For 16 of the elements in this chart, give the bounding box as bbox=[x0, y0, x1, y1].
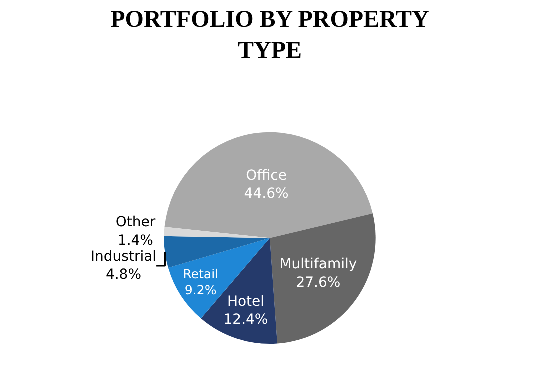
data-label: 1.4% bbox=[118, 232, 154, 249]
data-label: 12.4% bbox=[224, 312, 268, 328]
pie-slice bbox=[270, 214, 376, 344]
data-label: 44.6% bbox=[244, 186, 289, 202]
slice-label: Office bbox=[246, 168, 287, 184]
slice-label: Retail bbox=[183, 266, 219, 282]
data-label: 27.6% bbox=[296, 274, 341, 291]
slice-label: Other bbox=[116, 214, 156, 231]
pie-slice bbox=[164, 132, 373, 238]
chart-title: PORTFOLIO BY PROPERTY TYPE bbox=[110, 6, 430, 64]
slice-label: Multifamily bbox=[280, 256, 358, 273]
data-label: 9.2% bbox=[184, 282, 217, 298]
pie-slice bbox=[164, 236, 270, 268]
data-label: 4.8% bbox=[106, 267, 142, 284]
slice-label: Hotel bbox=[227, 294, 265, 310]
slice-label: Industrial bbox=[90, 248, 157, 265]
